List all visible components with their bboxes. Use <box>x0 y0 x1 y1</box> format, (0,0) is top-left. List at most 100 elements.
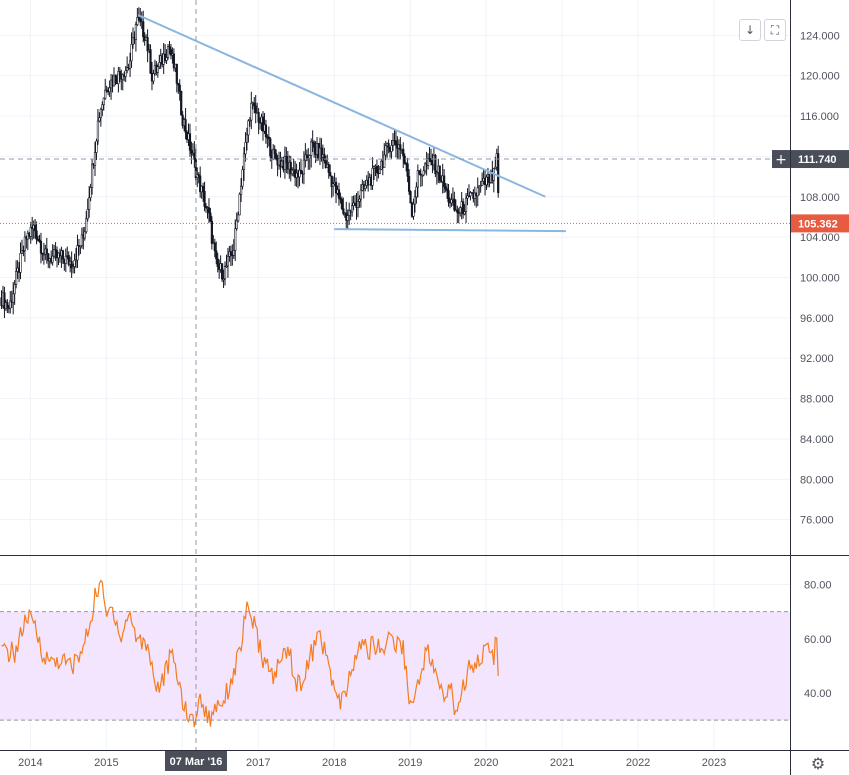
crosshair-time-label: 07 Mar '16 <box>170 756 223 768</box>
candle-body <box>394 140 398 146</box>
candle-body <box>390 145 393 152</box>
candle-body <box>476 187 479 197</box>
candle-body <box>203 190 206 207</box>
candle-body <box>313 142 316 148</box>
candle-body <box>146 37 149 52</box>
candle-body <box>334 181 338 194</box>
candle-body <box>269 138 272 157</box>
candle-body <box>232 250 235 256</box>
candle-body <box>464 197 468 212</box>
candle-body <box>267 136 270 140</box>
candle-body <box>121 74 124 80</box>
candle-body <box>399 144 402 150</box>
candle-body <box>479 185 482 187</box>
candle-body <box>285 156 288 164</box>
candle-body <box>310 141 313 156</box>
candle-body <box>416 170 419 188</box>
candle-body <box>194 159 197 178</box>
candle-body <box>248 119 251 122</box>
crosshair-price-badge <box>791 150 849 169</box>
candle-body <box>445 188 449 191</box>
candle-body <box>95 140 98 153</box>
rsi-axis-tick: 80.00 <box>804 579 832 591</box>
candle-body <box>207 207 211 214</box>
resistance-trendline[interactable] <box>137 14 546 198</box>
candle-body <box>85 218 88 233</box>
candle-body <box>220 263 224 280</box>
crosshair-price-label: 111.740 <box>798 154 837 166</box>
download-button[interactable]: ↓ <box>739 19 761 41</box>
candle-body <box>329 172 332 177</box>
candle-body <box>184 119 187 133</box>
candle-body <box>90 163 94 188</box>
candle-body <box>199 175 202 193</box>
rsi-line <box>1 579 499 728</box>
settings-gear-icon[interactable]: ⚙ <box>810 754 826 773</box>
candle-body <box>485 176 488 186</box>
candle-body <box>128 60 132 69</box>
candle-body <box>130 44 133 62</box>
price-axis-tick: 84.000 <box>800 434 834 446</box>
rsi-axis-tick: 40.00 <box>804 688 832 700</box>
candle-body <box>497 153 500 194</box>
time-axis-tick: 2015 <box>94 757 118 769</box>
add-alert-button[interactable] <box>772 150 790 169</box>
candle-body <box>434 155 437 175</box>
candle-body <box>298 169 301 178</box>
fullscreen-button[interactable]: ⛶ <box>764 19 786 41</box>
candle-body <box>204 206 208 209</box>
candle-body <box>241 169 244 187</box>
candle-body <box>456 209 459 213</box>
support-trendline[interactable] <box>334 228 566 233</box>
candle-body <box>467 195 471 198</box>
candle-body <box>299 169 303 173</box>
candle-body <box>118 71 121 76</box>
candle-body <box>235 220 238 229</box>
time-axis-tick: 2019 <box>398 757 422 769</box>
candle-body <box>136 17 139 25</box>
price-axis-tick: 88.000 <box>800 394 834 406</box>
time-axis-tick: 2014 <box>18 757 42 769</box>
candle-body <box>358 198 361 202</box>
candle-body <box>237 214 240 222</box>
price-axis-tick: 104.000 <box>800 232 840 244</box>
candle-body <box>245 134 249 143</box>
candle-body <box>234 228 237 251</box>
candle-body <box>73 259 76 267</box>
candle-body <box>264 124 268 138</box>
price-axis-tick: 108.000 <box>800 192 840 204</box>
candle-body <box>353 202 357 205</box>
candle-body <box>330 175 333 188</box>
candle-body <box>152 73 155 82</box>
candle-body <box>188 133 192 151</box>
candle-body <box>197 174 200 177</box>
candle-body <box>364 185 367 189</box>
candle-body <box>79 245 82 247</box>
candle-body <box>226 255 230 267</box>
candle-body <box>481 180 484 186</box>
last-price-label: 105.362 <box>798 218 838 230</box>
candle-body <box>99 109 102 118</box>
candle-body <box>308 155 311 159</box>
candle-body <box>415 186 418 198</box>
candle-body <box>429 159 433 163</box>
candle-body <box>257 112 260 123</box>
candle-body <box>177 83 180 86</box>
candle-body <box>225 265 228 268</box>
candle-body <box>375 166 379 173</box>
candle-body <box>242 153 246 170</box>
candle-body <box>406 163 409 177</box>
candle-body <box>39 240 43 254</box>
candle-body <box>254 105 257 113</box>
candle-body <box>346 215 349 221</box>
candle-body <box>168 46 171 50</box>
candle-body <box>447 190 450 203</box>
price-axis-tick: 92.000 <box>800 353 834 365</box>
candle-body <box>261 116 265 132</box>
time-axis-tick: 2018 <box>322 757 346 769</box>
candle-body <box>378 168 381 174</box>
candle-body <box>275 153 278 160</box>
last-price-badge <box>791 214 849 233</box>
candle-body <box>71 266 75 269</box>
